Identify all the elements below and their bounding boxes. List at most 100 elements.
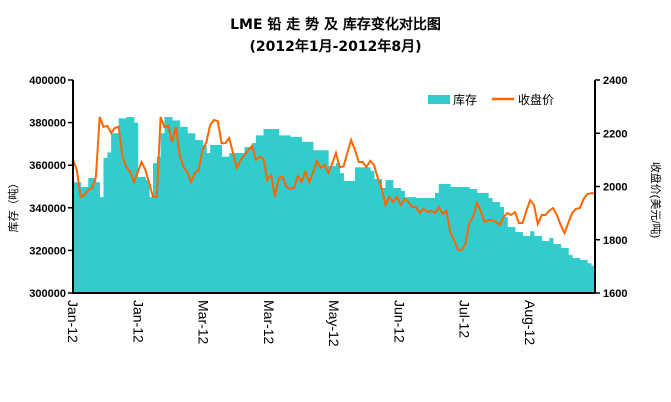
inventory-bar <box>99 197 104 293</box>
x-tick-label: Jul-12 <box>457 300 473 338</box>
legend: 库存 收盘价 <box>428 92 554 107</box>
inventory-bar <box>293 136 299 293</box>
inventory-bar <box>137 176 142 293</box>
x-tick-label: May-12 <box>326 300 342 347</box>
inventory-bar <box>514 232 520 293</box>
inventory-bar <box>111 133 116 293</box>
inventory-bar <box>324 150 329 293</box>
inventory-bar <box>412 197 417 293</box>
x-tick-label: Jan-12 <box>130 300 146 343</box>
y2-axis-label: 收盘价(美元/吨) <box>649 162 663 238</box>
inventory-bar <box>248 147 253 293</box>
inventory-bar <box>95 182 101 293</box>
inventory-bar <box>549 238 554 293</box>
inventory-bar <box>492 202 497 293</box>
inventory-bar <box>522 235 527 293</box>
chart-title: LME 铅 走 势 及 库存变化对比图 <box>230 17 441 33</box>
y2-tick-label: 1600 <box>603 288 627 300</box>
inventory-bar <box>210 144 215 293</box>
inventory-bar <box>484 192 489 293</box>
inventory-bar <box>122 118 127 293</box>
y-tick-label: 360000 <box>29 160 66 172</box>
inventory-bar <box>545 241 550 293</box>
inventory-bar <box>145 180 150 293</box>
inventory-bar <box>114 133 120 293</box>
inventory-bar <box>530 231 535 293</box>
inventory-bar <box>518 232 524 293</box>
inventory-bar <box>126 117 131 293</box>
inventory-bar <box>320 150 325 293</box>
inventory-bar <box>149 197 154 293</box>
inventory-bar <box>221 156 226 293</box>
inventory-bar <box>198 140 203 293</box>
inventory-bar <box>537 235 543 293</box>
inventory-bar <box>217 144 222 293</box>
inventory-bar <box>377 179 383 293</box>
y2-tick-label: 2400 <box>603 75 627 87</box>
inventory-bar <box>381 187 386 293</box>
inventory-bar <box>183 126 188 293</box>
y-tick-label: 380000 <box>29 118 66 130</box>
inventory-bar <box>362 167 367 293</box>
legend-swatch-inventory <box>428 95 450 104</box>
y-tick-label: 400000 <box>29 75 66 87</box>
inventory-bar <box>133 122 139 293</box>
inventory-bar <box>469 189 474 293</box>
inventory-bar <box>206 153 211 293</box>
inventory-bar <box>511 226 516 293</box>
y-axis-label: 库存（吨） <box>6 178 20 233</box>
inventory-bar <box>553 244 558 293</box>
inventory-bar <box>80 186 85 293</box>
inventory-bar <box>446 183 451 293</box>
inventory-bar <box>259 135 264 293</box>
inventory-bar <box>396 187 402 293</box>
inventory-bar <box>335 163 341 293</box>
inventory-bar <box>572 258 577 293</box>
inventory-bar <box>408 197 413 293</box>
inventory-bar <box>495 202 501 293</box>
inventory-bar <box>156 156 162 293</box>
y2-tick-label: 1800 <box>603 235 627 247</box>
inventory-bar <box>454 186 459 293</box>
y-tick-label: 320000 <box>29 245 66 257</box>
inventory-bar <box>503 216 508 293</box>
inventory-bar <box>587 263 592 293</box>
inventory-bar <box>564 248 569 293</box>
inventory-bar <box>351 180 356 293</box>
inventory-bar <box>434 192 440 293</box>
x-tick-label: Jan-12 <box>65 300 81 343</box>
inventory-bar <box>354 167 360 293</box>
inventory-bar <box>579 259 584 293</box>
inventory-bar <box>187 133 192 293</box>
inventory-bar <box>255 135 261 293</box>
inventory-bar <box>328 166 333 293</box>
inventory-bar <box>415 198 421 293</box>
inventory-bar <box>480 192 485 293</box>
inventory-bar <box>393 187 398 293</box>
inventory-bar <box>526 235 531 293</box>
inventory-bar <box>461 186 466 293</box>
inventory-bar <box>271 128 276 293</box>
inventory-bar <box>164 117 169 293</box>
inventory-bar <box>278 135 283 293</box>
inventory-bar <box>202 144 207 293</box>
inventory-bar <box>179 126 184 293</box>
inventory-bar <box>427 198 432 293</box>
inventory-bar <box>236 153 242 293</box>
inventory-bar <box>153 163 158 293</box>
inventory-bar <box>404 197 409 293</box>
inventory-bar <box>194 140 200 293</box>
inventory-bar <box>309 141 314 293</box>
inventory-bar <box>103 157 108 293</box>
inventory-bar <box>141 176 146 293</box>
inventory-bar <box>347 180 352 293</box>
legend-label-inventory: 库存 <box>453 92 477 107</box>
inventory-bar <box>92 177 97 293</box>
inventory-bar <box>168 117 173 293</box>
x-tick-label: Jun-12 <box>391 300 407 343</box>
inventory-bar <box>290 136 295 293</box>
inventory-bar <box>473 189 478 293</box>
y2-tick-label: 2200 <box>603 128 627 140</box>
inventory-bar <box>175 120 181 293</box>
